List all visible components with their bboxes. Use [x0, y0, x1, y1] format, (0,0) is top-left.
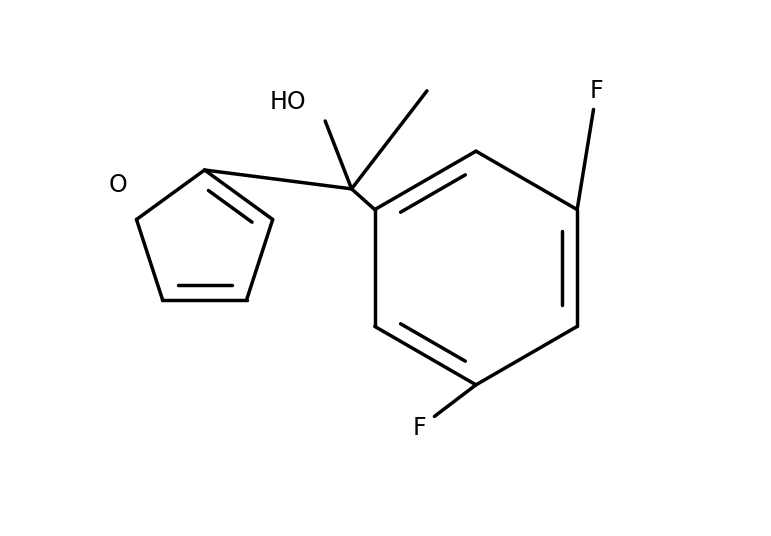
Text: O: O — [109, 173, 127, 197]
Text: F: F — [412, 416, 426, 440]
Text: HO: HO — [269, 90, 306, 114]
Text: F: F — [590, 79, 604, 103]
